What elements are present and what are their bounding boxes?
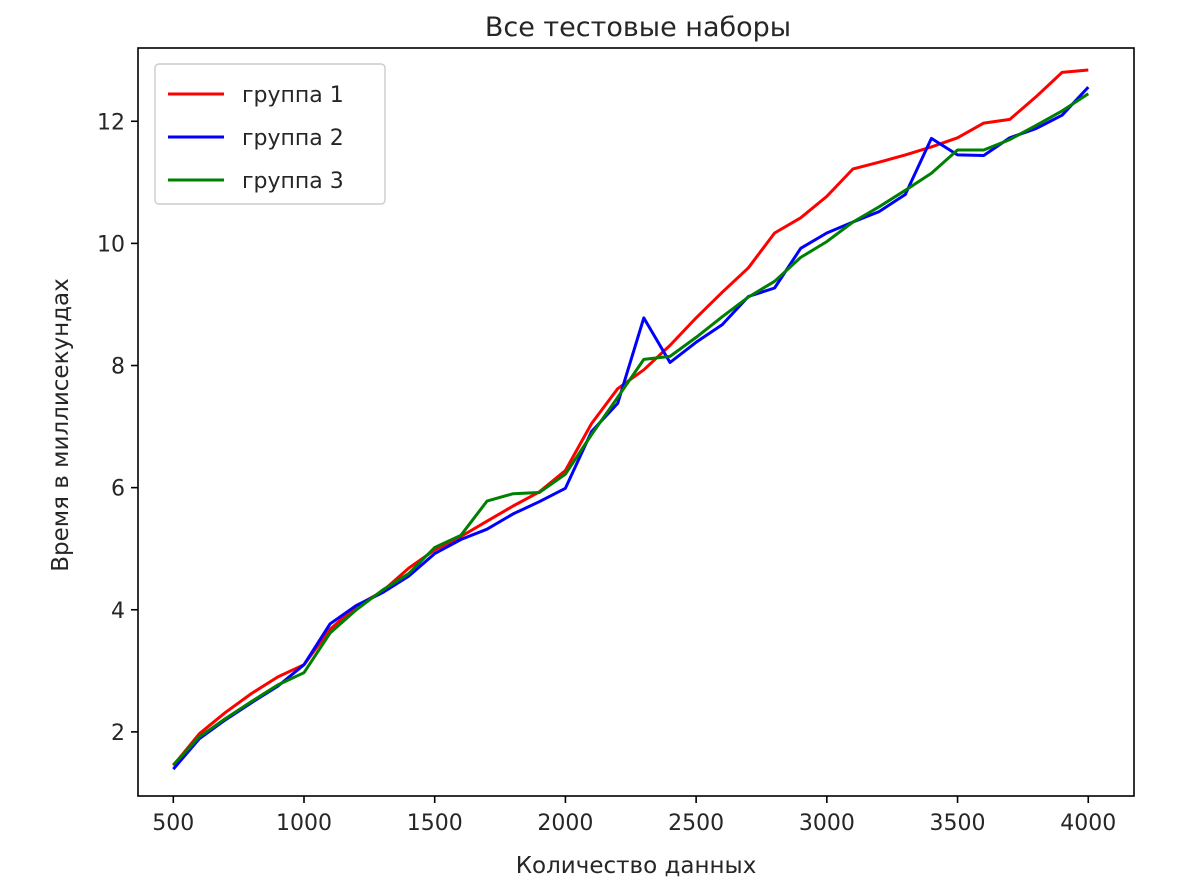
- x-tick-label: 3500: [930, 811, 986, 836]
- x-tick-label: 1000: [276, 811, 332, 836]
- legend: группа 1 группа 2 группа 3: [154, 63, 386, 205]
- chart-title: Все тестовые наборы: [485, 12, 791, 43]
- x-tick-label: 3000: [799, 811, 855, 836]
- y-tick-label: 12: [97, 110, 125, 135]
- y-tick-label: 6: [111, 477, 125, 502]
- x-axis: 500 1000 1500 2000 2500 3000 3500 4000: [152, 796, 1116, 836]
- legend-label-2: группа 2: [242, 126, 344, 151]
- legend-label-3: группа 3: [242, 169, 344, 194]
- y-axis: 2 4 6 8 10 12: [97, 110, 138, 746]
- y-tick-label: 4: [111, 599, 125, 624]
- y-axis-label: Время в миллисекундах: [48, 278, 74, 572]
- plot-frame: [137, 47, 1135, 797]
- x-axis-label: Количество данных: [516, 853, 757, 879]
- series-line-3: [172, 92, 1090, 766]
- x-tick-label: 2500: [668, 811, 724, 836]
- legend-box: [154, 63, 386, 205]
- y-tick-label: 8: [111, 355, 125, 380]
- x-tick-label: 4000: [1060, 811, 1116, 836]
- y-tick-label: 10: [97, 232, 125, 257]
- legend-label-1: группа 1: [242, 83, 344, 108]
- series-line-2: [172, 86, 1090, 771]
- x-tick-label: 2000: [537, 811, 593, 836]
- plot-area: [172, 68, 1090, 771]
- x-tick-label: 1500: [407, 811, 463, 836]
- x-tick-label: 500: [152, 811, 194, 836]
- y-tick-label: 2: [111, 721, 125, 746]
